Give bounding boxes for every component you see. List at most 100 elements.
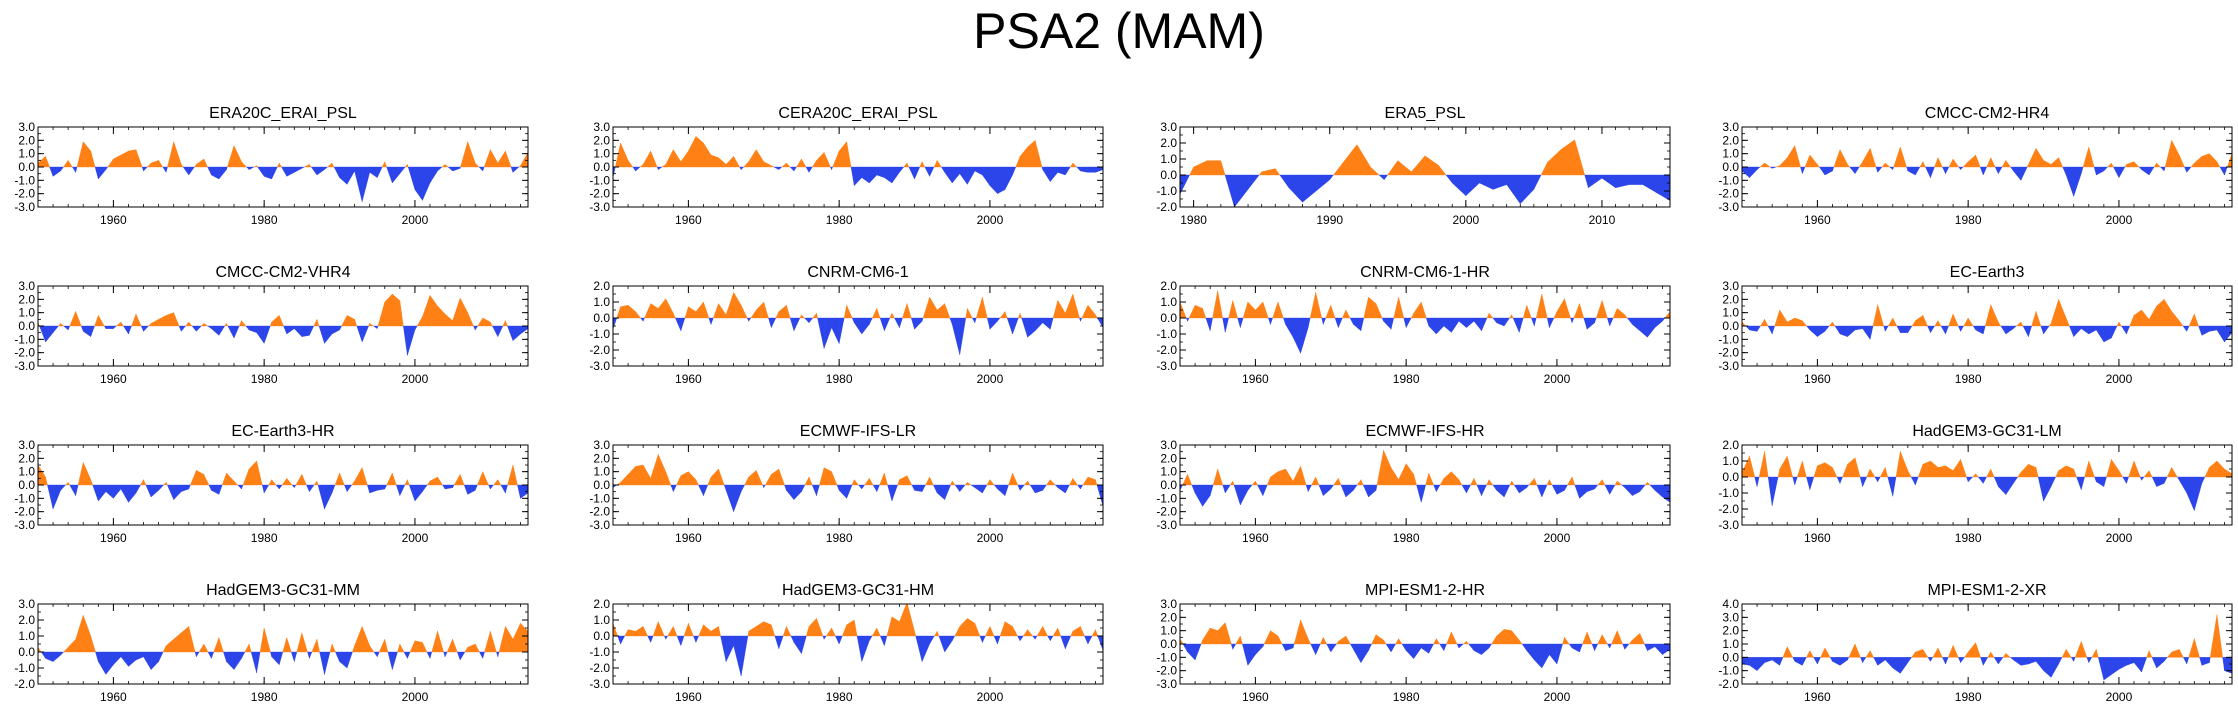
y-tick-label: 2.0 <box>1722 438 1739 452</box>
area-segment <box>1764 319 1769 327</box>
area-segment <box>718 626 721 637</box>
area-segment <box>1458 317 1467 329</box>
area-segment <box>1405 317 1412 328</box>
area-segment <box>831 627 836 637</box>
area-segment <box>67 159 73 168</box>
area-segment <box>2062 166 2067 176</box>
area-segment <box>1390 643 1396 653</box>
area-segment <box>670 484 674 492</box>
area-segment <box>1907 657 1913 664</box>
area-segment <box>83 462 91 486</box>
area-segment <box>444 651 448 657</box>
area-segment <box>1647 481 1651 486</box>
area-segment <box>65 481 69 486</box>
area-segment <box>2096 166 2105 176</box>
area-segment <box>1546 479 1550 486</box>
panel-title: CMCC-CM2-VHR4 <box>215 264 350 281</box>
area-segment <box>897 479 900 486</box>
area-segment <box>1586 484 1595 492</box>
area-segment <box>1200 639 1203 645</box>
area-segment <box>1639 633 1645 645</box>
x-tick-label: 1980 <box>251 372 278 386</box>
area-segment <box>452 639 458 653</box>
area-segment <box>805 166 810 174</box>
area-segment <box>1237 317 1241 328</box>
x-tick-label: 2000 <box>402 372 429 386</box>
area-segment <box>869 477 874 486</box>
area-segment <box>1910 476 1916 486</box>
area-segment <box>707 476 712 486</box>
area-segment <box>90 325 95 337</box>
area-segment <box>326 162 333 168</box>
area-segment <box>211 325 220 336</box>
area-segment <box>257 166 265 177</box>
area-segment <box>635 311 642 319</box>
x-tick-label: 2000 <box>977 213 1004 227</box>
area-segment <box>407 651 411 659</box>
area-segment <box>1945 325 1949 335</box>
area-segment <box>60 484 67 491</box>
area-segment <box>90 635 96 653</box>
area-segment <box>113 154 122 168</box>
area-segment <box>676 475 682 486</box>
area-segment <box>1809 325 1818 338</box>
area-segment <box>1065 635 1072 649</box>
area-segment <box>1310 643 1316 655</box>
area-segment <box>1491 635 1497 645</box>
area-segment <box>1080 484 1084 490</box>
area-segment <box>1568 643 1573 649</box>
area-segment <box>1960 325 1964 333</box>
area-segment <box>1398 297 1405 319</box>
area-segment <box>2073 468 2077 478</box>
area-segment <box>2126 657 2135 666</box>
area-segment <box>2122 476 2127 485</box>
area-segment <box>113 325 117 330</box>
area-segment <box>861 317 870 335</box>
area-segment <box>392 651 398 670</box>
area-segment <box>793 317 801 331</box>
area-segment <box>1624 484 1633 497</box>
area-segment <box>952 480 956 486</box>
area-segment <box>1591 643 1595 651</box>
area-segment <box>858 484 862 490</box>
area-segment <box>227 145 235 168</box>
area-segment <box>1802 460 1807 478</box>
area-segment <box>838 635 843 645</box>
area-segment <box>1428 643 1434 654</box>
area-segment <box>1069 478 1074 486</box>
area-segment <box>997 317 1001 322</box>
area-segment <box>1749 657 1758 672</box>
area-segment <box>76 141 84 168</box>
area-segment <box>744 476 749 486</box>
area-segment <box>1182 643 1188 653</box>
area-segment <box>452 297 461 327</box>
area-segment <box>2166 467 2172 478</box>
area-segment <box>241 651 246 659</box>
area-segment <box>1473 643 1482 655</box>
area-segment <box>1329 174 1334 181</box>
area-segment <box>67 325 71 331</box>
area-segment <box>218 325 226 337</box>
area-segment <box>919 161 923 168</box>
area-series <box>1180 619 1670 669</box>
area-segment <box>263 325 271 344</box>
area-segment <box>1877 304 1884 327</box>
area-segment <box>1647 643 1656 651</box>
area-segment <box>346 166 355 186</box>
y-tick-label: 1.0 <box>1160 295 1177 309</box>
area-segment <box>1960 166 1964 171</box>
area-segment <box>801 484 806 492</box>
area-segment <box>823 317 832 349</box>
area-segment <box>416 315 423 327</box>
y-tick-label: 2.0 <box>1160 451 1177 465</box>
y-tick-label: -2.0 <box>1156 664 1177 678</box>
area-segment <box>725 155 734 168</box>
area-segment <box>331 643 336 653</box>
area-segment <box>1004 484 1009 496</box>
area-segment <box>1847 457 1856 478</box>
area-segment <box>498 626 506 653</box>
area-segment <box>1503 629 1512 645</box>
area-segment <box>1247 301 1256 319</box>
area-segment <box>974 317 977 323</box>
